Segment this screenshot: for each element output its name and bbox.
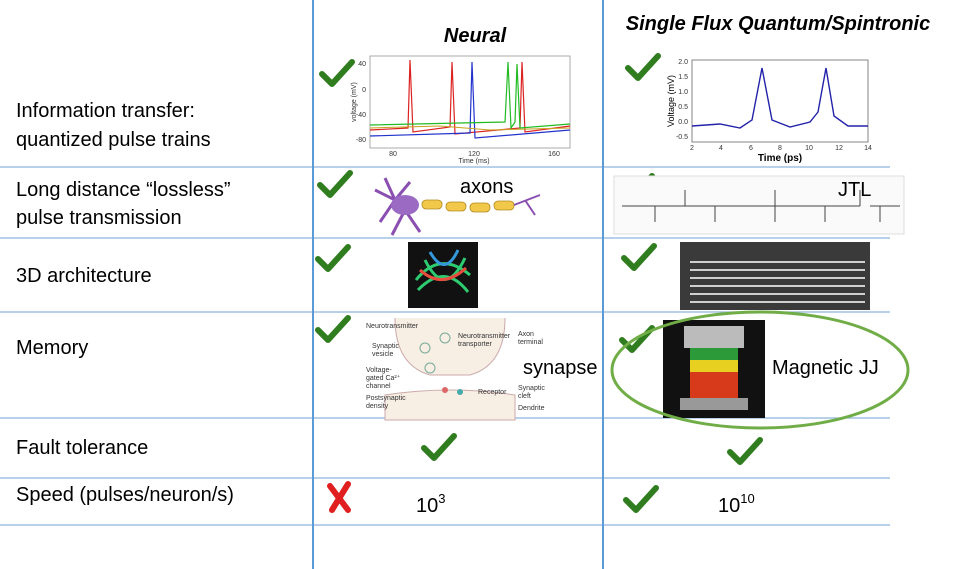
- speed-value: 103: [416, 491, 445, 517]
- row-label: quantized pulse trains: [16, 129, 211, 151]
- x-tick-label: 10: [805, 145, 813, 152]
- row-label: Information transfer:: [16, 100, 195, 122]
- table-grid: [0, 0, 890, 569]
- row-label: Fault tolerance: [16, 437, 148, 459]
- y-tick-label: -40: [356, 112, 366, 119]
- column-header: Neural: [444, 25, 507, 47]
- speed-exponent: 10: [740, 491, 754, 506]
- y-tick-label: -80: [356, 137, 366, 144]
- x-tick-label: 4: [719, 145, 723, 152]
- x-tick-label: 12: [835, 145, 843, 152]
- cell-label: Magnetic JJ: [772, 357, 879, 379]
- annotation: channel: [366, 383, 391, 390]
- annotation: cleft: [518, 393, 531, 400]
- x-tick-label: 8: [778, 145, 782, 152]
- y-tick-label: 1.5: [678, 74, 688, 81]
- x-tick-label: 2: [690, 145, 694, 152]
- y-tick-label: 0.5: [678, 104, 688, 111]
- y-tick-label: 2.0: [678, 59, 688, 66]
- row-label: pulse transmission: [16, 207, 182, 229]
- brain-image: [408, 242, 478, 308]
- stack-image: [680, 242, 870, 310]
- neuron-illustration: [374, 177, 541, 236]
- annotation: Synaptic: [518, 385, 545, 392]
- speed-base: 10: [416, 495, 438, 517]
- x-axis-label: Time (ms): [458, 158, 489, 165]
- annotation: transporter: [458, 341, 493, 348]
- neural-plot: 40 0 -40 -80 80 120 160 Time (ms) voltag…: [351, 55, 571, 165]
- annotation: Postsynaptic: [366, 395, 406, 402]
- cell-label: axons: [460, 176, 513, 198]
- x-tick-label: 120: [468, 151, 480, 158]
- row-label: Memory: [16, 337, 88, 359]
- annotation: vesicle: [372, 351, 394, 358]
- annotation: gated Ca²⁺: [366, 374, 401, 382]
- column-header: Single Flux Quantum/Spintronic: [626, 13, 930, 35]
- y-tick-label: 40: [358, 61, 366, 68]
- annotation: Synaptic: [372, 343, 399, 350]
- row-label: Speed (pulses/neuron/s): [16, 484, 234, 506]
- sfq-plot: 2.0 1.5 1.0 0.5 0.0 -0.5 2 4 6 8 10 12 1…: [666, 59, 872, 164]
- annotation: Neurotransmitter: [366, 323, 419, 330]
- y-tick-label: 0: [362, 87, 366, 94]
- annotation: terminal: [518, 339, 543, 346]
- x-tick-label: 14: [864, 145, 872, 152]
- y-tick-label: 0.0: [678, 119, 688, 126]
- annotation: Voltage-: [366, 367, 392, 374]
- annotation: density: [366, 403, 389, 410]
- row-label: Long distance “lossless”: [16, 179, 231, 201]
- y-axis-label: voltage (mV): [351, 82, 358, 122]
- x-tick-label: 160: [548, 151, 560, 158]
- y-axis-label: Voltage (mV): [666, 75, 676, 127]
- annotation: Receptor: [478, 389, 507, 396]
- x-axis-label: Time (ps): [758, 153, 802, 164]
- annotation: Axon: [518, 331, 534, 338]
- cell-label: JTL: [838, 179, 871, 201]
- row-label: 3D architecture: [16, 265, 152, 287]
- y-tick-label: 1.0: [678, 89, 688, 96]
- cell-label: synapse: [523, 357, 598, 379]
- synapse-labels: Neurotransmitter Synaptic vesicle Voltag…: [366, 323, 545, 412]
- highlight-ellipse: [610, 310, 910, 430]
- jtl-circuit: [613, 175, 905, 235]
- synapse-illustration: [384, 317, 516, 421]
- speed-value: 1010: [718, 491, 755, 517]
- x-tick-label: 80: [389, 151, 397, 158]
- speed-base: 10: [718, 495, 740, 517]
- annotation: Dendrite: [518, 405, 545, 412]
- y-tick-label: -0.5: [676, 134, 688, 141]
- x-tick-label: 6: [749, 145, 753, 152]
- speed-exponent: 3: [438, 491, 445, 506]
- cross-mark: [327, 481, 351, 513]
- annotation: Neurotransmitter: [458, 333, 511, 340]
- mjj-image: [663, 320, 765, 418]
